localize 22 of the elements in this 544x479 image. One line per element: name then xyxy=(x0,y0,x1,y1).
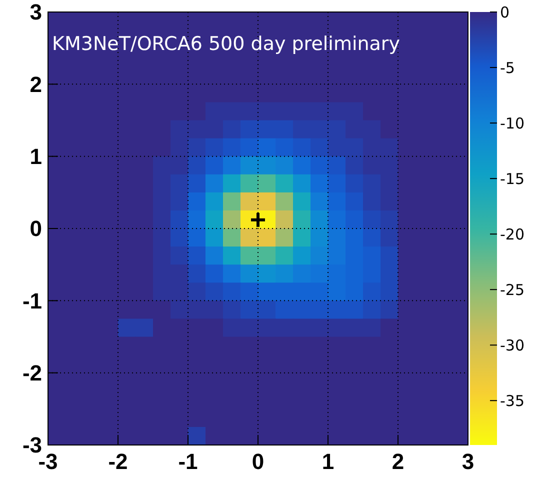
y-tick-label: 1 xyxy=(30,144,42,170)
color-bar-label: -25 xyxy=(500,280,524,299)
color-bar-label: -30 xyxy=(500,336,524,354)
x-tick-label: 0 xyxy=(252,449,264,474)
x-tick-label: 2 xyxy=(392,449,404,474)
color-bar-label: 0 xyxy=(500,3,510,22)
color-bar-label: -15 xyxy=(500,170,524,188)
y-tick-label: 3 xyxy=(30,0,42,25)
color-bar-label: -35 xyxy=(500,392,524,410)
y-tick-label: -2 xyxy=(22,360,42,386)
x-tick-label: 3 xyxy=(462,449,474,474)
x-tick-label: 1 xyxy=(322,449,334,474)
color-bar-label: -10 xyxy=(500,114,524,132)
color-bar-label: -20 xyxy=(500,225,524,244)
color-bar-label: -5 xyxy=(500,58,515,77)
y-tick-label: 0 xyxy=(30,216,42,242)
y-tick-label: 2 xyxy=(30,72,42,97)
text: KM3NeT/ORCA6 500 day preliminary xyxy=(52,33,400,55)
y-tick-label: -1 xyxy=(22,288,42,314)
y-tick-label: -3 xyxy=(22,432,42,458)
x-tick-label: -2 xyxy=(108,449,128,474)
x-tick-label: -1 xyxy=(178,449,198,474)
